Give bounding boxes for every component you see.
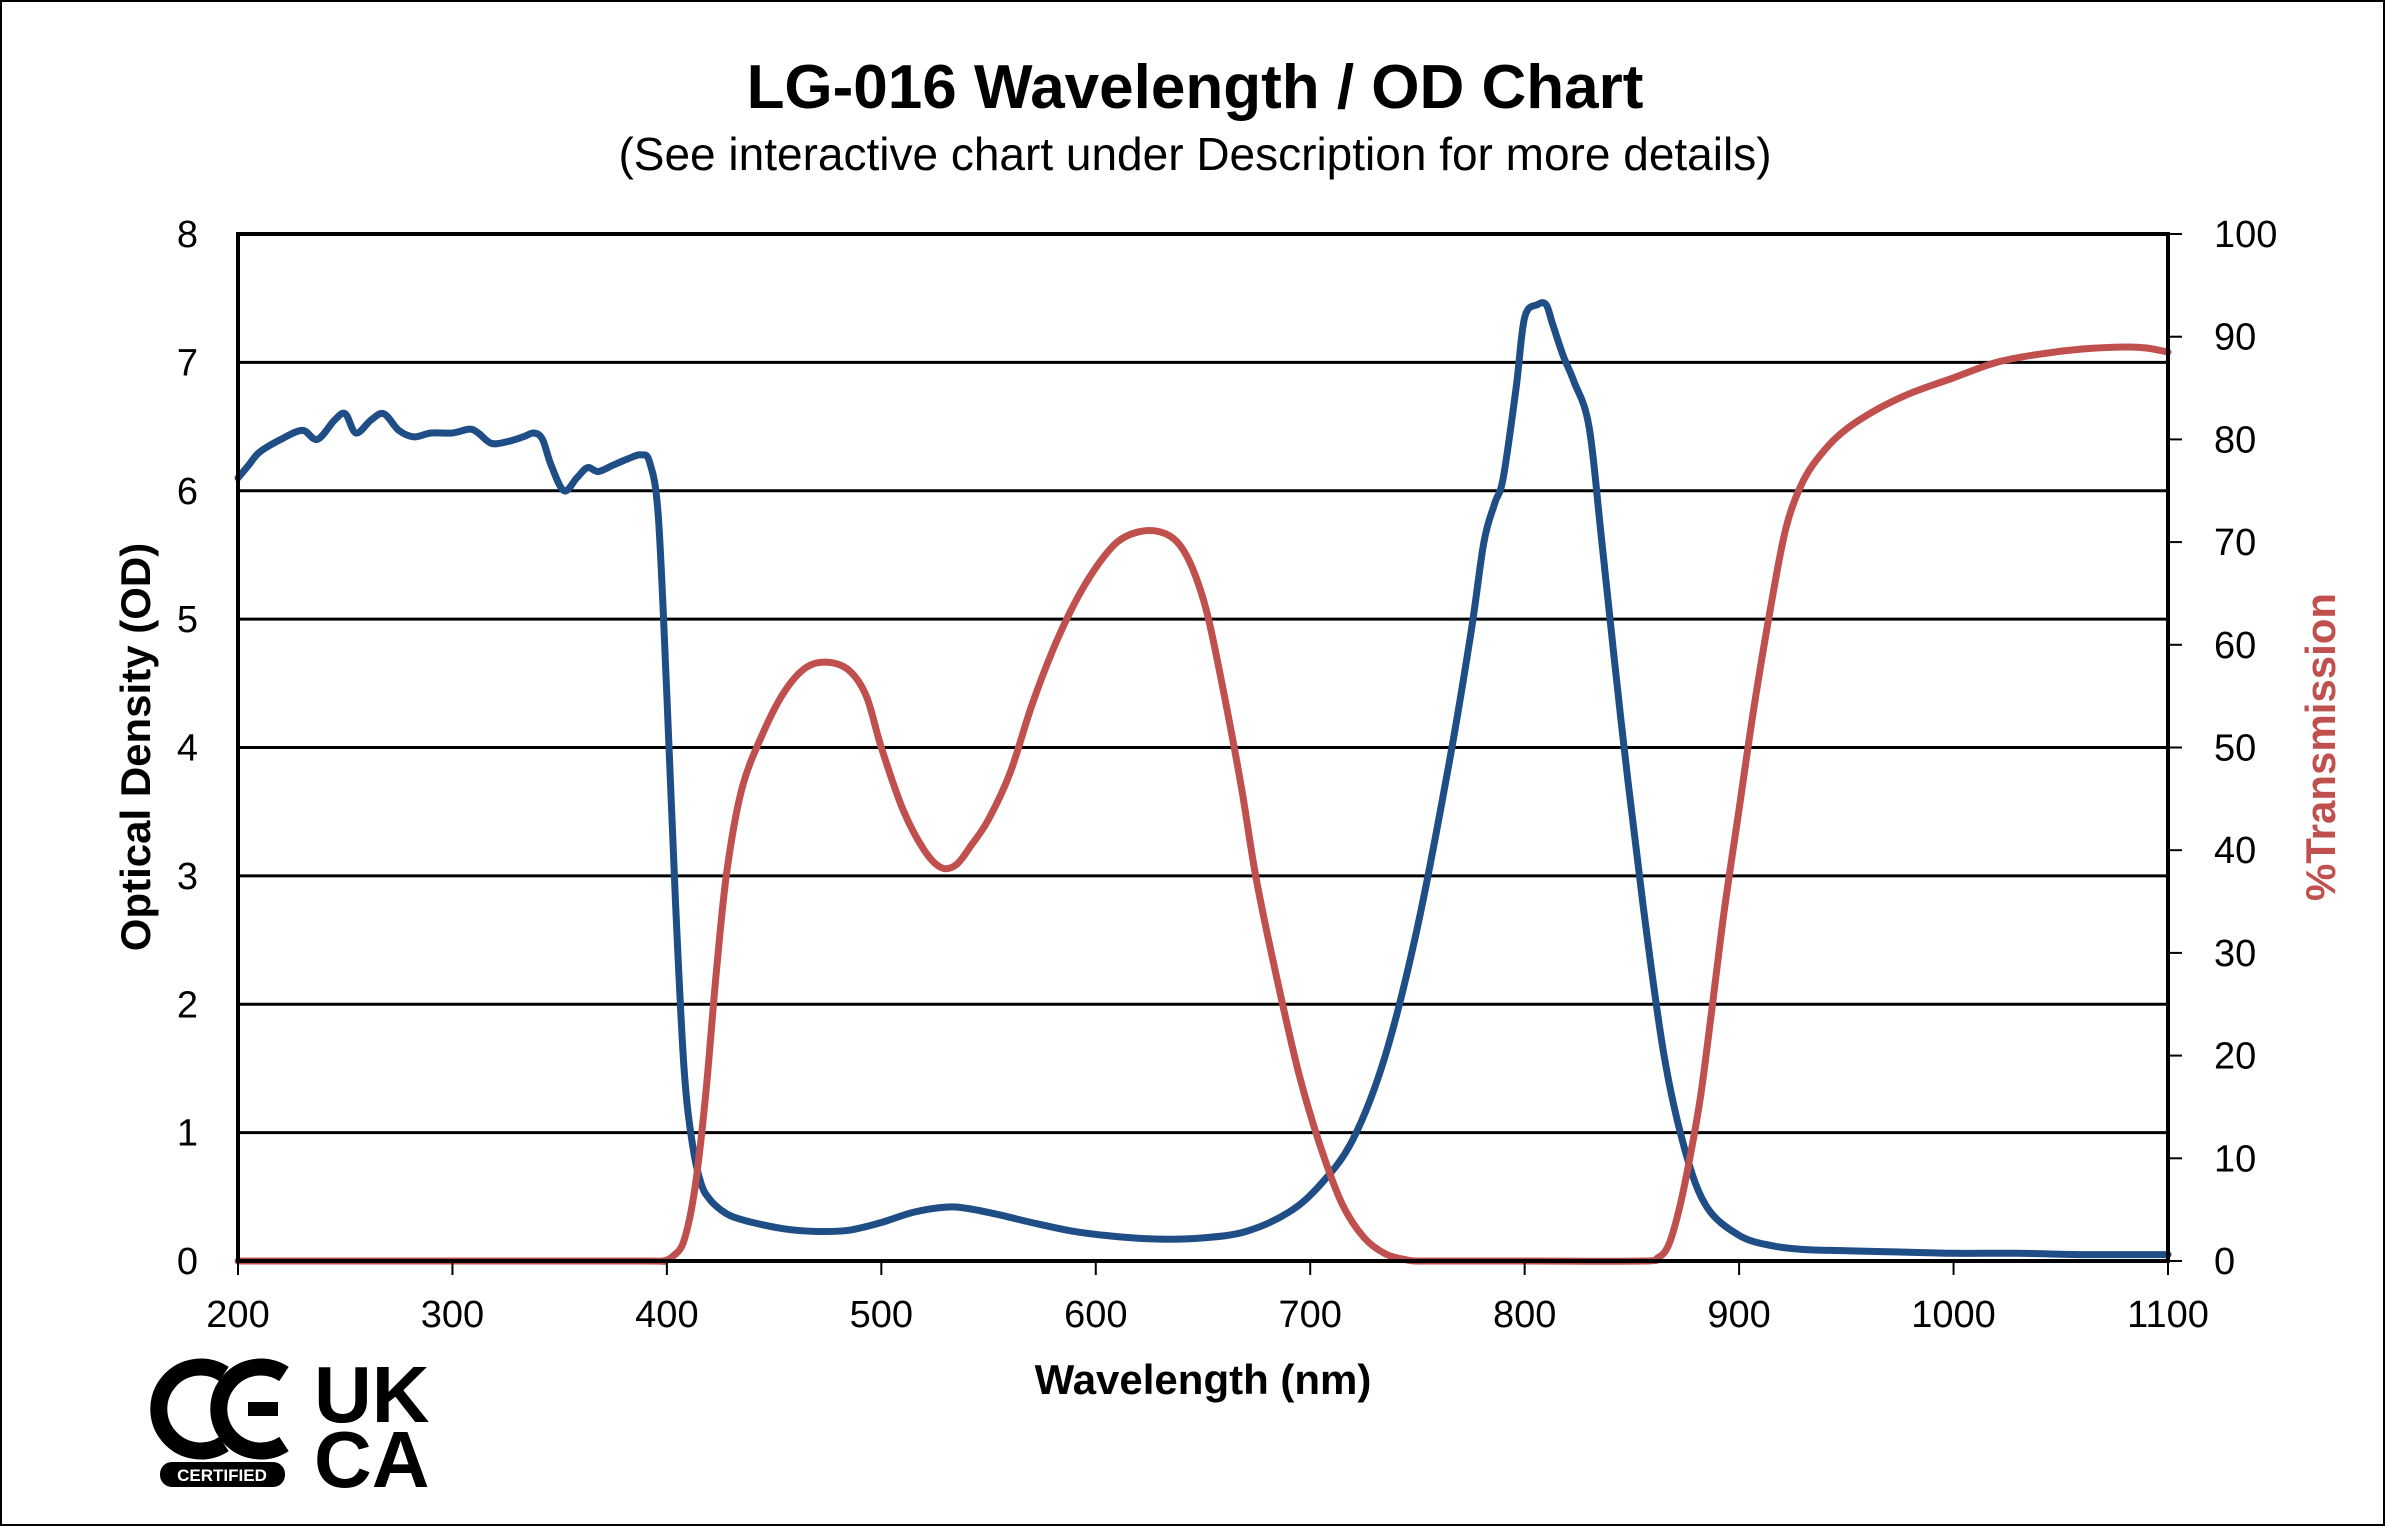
y-axis-title-right: %Transmission: [2297, 593, 2344, 901]
y-tick-label-right: 20: [2214, 1036, 2256, 1078]
transmission-series-line: [234, 343, 2172, 1265]
y-tick-label-right: 60: [2214, 625, 2256, 667]
x-tick-label: 700: [1279, 1294, 1342, 1336]
chart-subtitle: (See interactive chart under Description…: [618, 128, 1771, 180]
ukca-logo: UK CA: [314, 1350, 430, 1504]
y-tick-label-right: 30: [2214, 933, 2256, 975]
y-axis-title-left: Optical Density (OD): [112, 543, 159, 951]
series-lines: [234, 299, 2172, 1265]
y-tick-label-right: 100: [2214, 214, 2277, 256]
x-tick-label: 300: [421, 1294, 484, 1336]
y-tick-label-left: 8: [177, 214, 198, 256]
x-axis-title: Wavelength (nm): [1035, 1356, 1372, 1403]
x-tick-label: 500: [850, 1294, 913, 1336]
y-tick-label-right: 10: [2214, 1138, 2256, 1180]
chart-title: LG-016 Wavelength / OD Chart: [747, 53, 1644, 122]
y-tick-label-right: 50: [2214, 728, 2256, 770]
x-tick-label: 1100: [2127, 1294, 2209, 1336]
y-tick-label-right: 40: [2214, 830, 2256, 872]
ce-certified-logo: CERTIFIED: [150, 1358, 289, 1487]
x-tick-label: 900: [1707, 1294, 1770, 1336]
ukca-top-text: UK: [314, 1350, 430, 1439]
ukca-bottom-text: CA: [314, 1415, 430, 1504]
y-tick-label-right: 80: [2214, 419, 2256, 461]
y-tick-label-left: 1: [177, 1113, 198, 1155]
ce-c-glyph: [150, 1358, 229, 1460]
y-tick-label-left: 6: [177, 471, 198, 513]
y-tick-label-right: 70: [2214, 522, 2256, 564]
y-tick-label-left: 2: [177, 984, 198, 1026]
x-tick-label: 800: [1493, 1294, 1556, 1336]
x-tick-label: 1000: [1911, 1294, 1996, 1336]
ce-e-glyph: [210, 1358, 289, 1460]
y-tick-label-left: 7: [177, 342, 198, 384]
x-tick-label: 600: [1064, 1294, 1127, 1336]
y-tick-label-left: 5: [177, 599, 198, 641]
certified-badge-text: CERTIFIED: [177, 1466, 267, 1485]
y-tick-label-left: 0: [177, 1241, 198, 1283]
certified-badge: [160, 1462, 285, 1487]
tick-marks: [237, 233, 2182, 1275]
y-tick-label-right: 90: [2214, 317, 2256, 359]
y-tick-label-left: 4: [177, 728, 198, 770]
y-tick-label-right: 0: [2214, 1241, 2235, 1283]
x-tick-label: 400: [635, 1294, 698, 1336]
x-tick-label: 200: [206, 1294, 269, 1336]
y-tick-label-left: 3: [177, 856, 198, 898]
grid-lines: [238, 360, 2168, 1135]
od-series-line: [234, 299, 2172, 1259]
